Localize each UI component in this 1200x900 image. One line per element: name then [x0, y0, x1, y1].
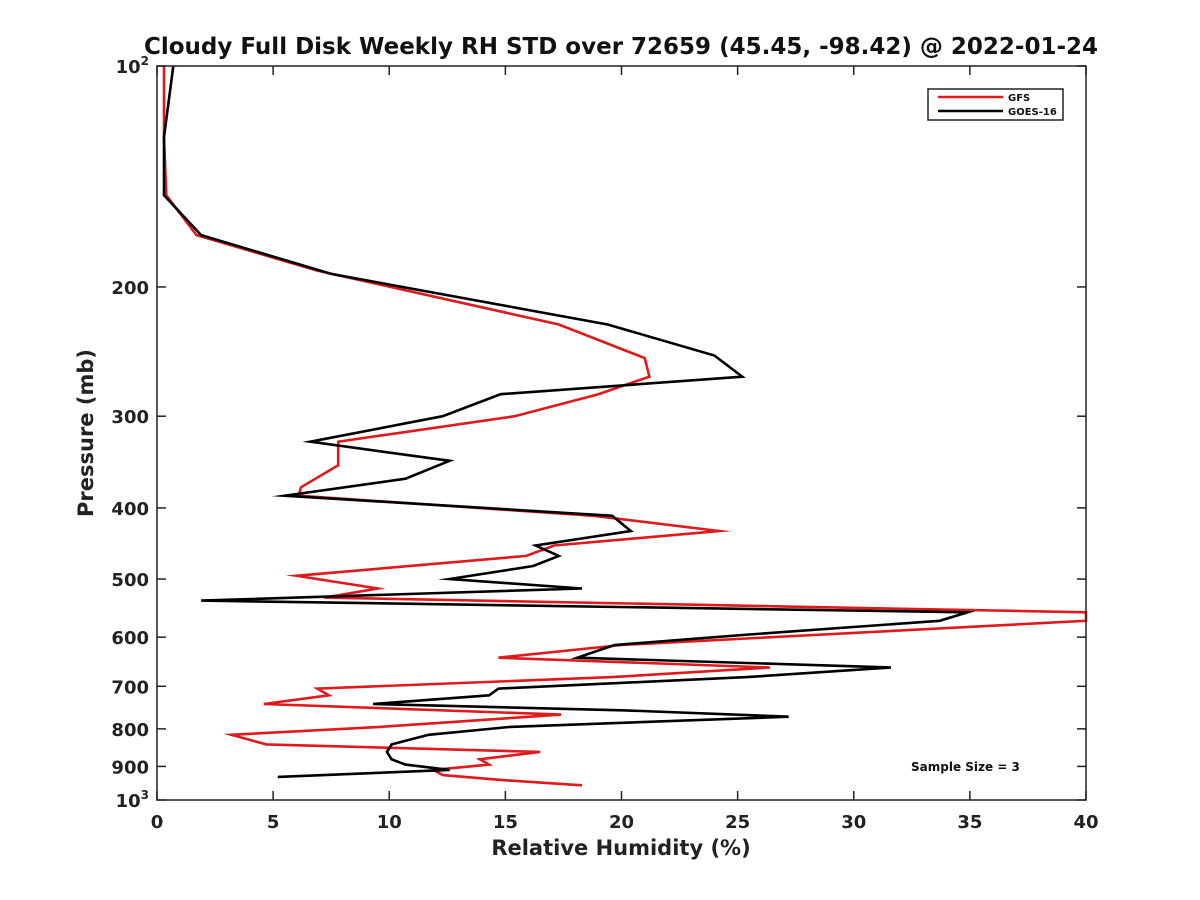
y-tick-label: 300 — [111, 407, 149, 428]
x-tick-label: 0 — [151, 812, 164, 833]
legend-label-goes16: GOES-16 — [1008, 107, 1057, 118]
x-axis-label: Relative Humidity (%) — [491, 836, 750, 860]
y-axis-label: Pressure (mb) — [74, 349, 98, 517]
x-tick-label: 20 — [609, 812, 634, 833]
x-tick-label: 40 — [1073, 812, 1098, 833]
x-tick-label: 25 — [725, 812, 750, 833]
y-tick-label: 600 — [111, 628, 149, 649]
sample-size-annotation: Sample Size = 3 — [911, 760, 1020, 774]
legend-label-gfs: GFS — [1008, 93, 1030, 104]
x-tick-label: 10 — [377, 812, 402, 833]
x-tick-label: 15 — [493, 812, 518, 833]
y-tick-label: 103 — [116, 788, 149, 812]
legend-box — [927, 88, 1064, 121]
y-tick-label: 500 — [111, 570, 149, 591]
y-tick-label: 800 — [111, 720, 149, 741]
y-tick-label: 200 — [111, 278, 149, 299]
x-tick-label: 35 — [957, 812, 982, 833]
legend: GFS GOES-16 — [927, 88, 1064, 121]
y-tick-label: 900 — [111, 757, 149, 778]
x-axis-ticks: 0 5 10 15 20 25 30 35 40 — [151, 66, 1099, 833]
x-tick-label: 30 — [841, 812, 866, 833]
y-axis-ticks: 102 200 300 400 500 600 700 800 900 103 — [111, 54, 1086, 812]
series-line-goes16 — [162, 65, 976, 779]
y-tick-label: 400 — [111, 499, 149, 520]
series-layer — [162, 65, 1088, 787]
y-tick-label: 102 — [116, 54, 149, 78]
x-tick-label: 5 — [267, 812, 280, 833]
y-tick-label: 700 — [111, 677, 149, 698]
chart-title: Cloudy Full Disk Weekly RH STD over 7265… — [144, 34, 1098, 60]
